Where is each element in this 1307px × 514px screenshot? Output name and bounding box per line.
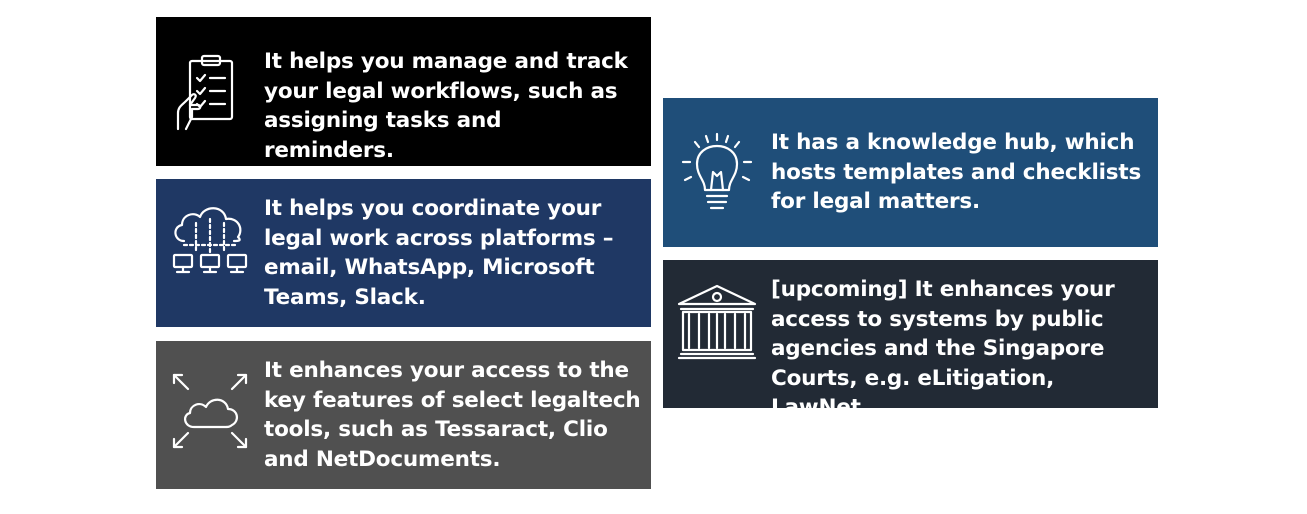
clipboard-checklist-icon <box>168 51 252 135</box>
feature-card-coordinate: It helps you coordinate your legal work … <box>156 179 651 327</box>
feature-card-knowledge: It has a knowledge hub, which hosts temp… <box>663 98 1158 247</box>
courthouse-icon <box>675 282 759 366</box>
feature-text-agencies: [upcoming] It enhances your access to sy… <box>771 277 1115 420</box>
feature-text-coordinate: It helps you coordinate your legal work … <box>264 196 614 310</box>
feature-text-workflows: It helps you manage and track your legal… <box>264 49 628 163</box>
feature-card-agencies: [upcoming] It enhances your access to sy… <box>663 260 1158 420</box>
feature-card-workflows: It helps you manage and track your legal… <box>156 17 651 166</box>
feature-text-knowledge: It has a knowledge hub, which hosts temp… <box>771 130 1142 214</box>
cloud-expand-icon <box>168 369 252 453</box>
feature-text-legaltech: It enhances your access to the key featu… <box>264 358 641 472</box>
lightbulb-icon <box>675 132 759 216</box>
feature-card-legaltech: It enhances your access to the key featu… <box>156 341 651 489</box>
cloud-network-icon <box>168 197 252 281</box>
